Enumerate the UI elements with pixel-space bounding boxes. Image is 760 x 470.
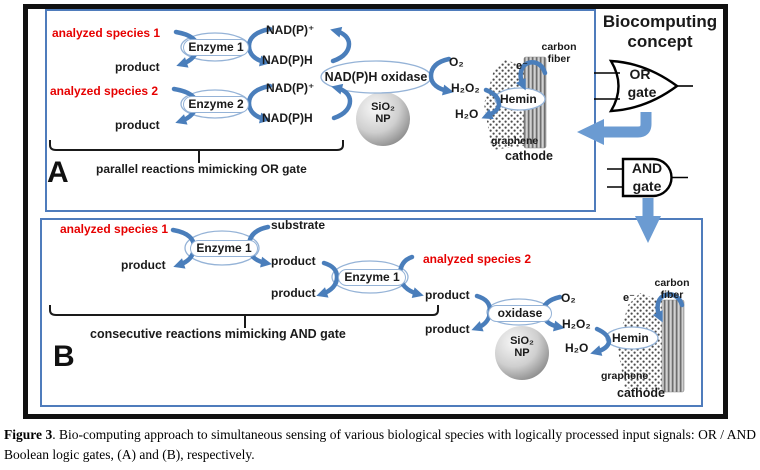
sio2-label-a: SiO₂ xyxy=(371,101,395,113)
product-label-b1: product xyxy=(121,258,166,272)
hemin-label-a: Hemin xyxy=(500,92,537,106)
analyzed-species-1-label-a: analyzed species 1 xyxy=(52,26,161,40)
panel-a-brace-caption: parallel reactions mimicking OR gate xyxy=(96,162,307,176)
panel-b-box xyxy=(40,218,703,407)
figure-caption: Figure 3. Bio-computing approach to simu… xyxy=(4,425,756,465)
o2-label-b: O₂ xyxy=(561,291,576,305)
and-gate-sublabel: gate xyxy=(632,178,662,194)
or-gate-label: OR xyxy=(629,66,651,82)
analyzed-species-1-label-b: analyzed species 1 xyxy=(60,222,169,236)
o2-label-a: O₂ xyxy=(449,55,464,69)
product-label-b2: product xyxy=(271,254,316,268)
graphene-label-a: graphene xyxy=(491,135,539,147)
nadph-oxidase-label: NAD(P)H oxidase xyxy=(324,70,428,84)
panel-a-letter: A xyxy=(47,156,69,189)
product-label-b4: product xyxy=(425,288,470,302)
electron-label-b: e⁻ xyxy=(623,292,635,304)
electron-label-a: e⁻ xyxy=(516,60,528,72)
enzyme-1b-label-b: Enzyme 1 xyxy=(338,269,406,286)
fiber-label-a: fiber xyxy=(547,53,571,65)
and-gate-label: AND xyxy=(631,160,663,176)
h2o2-label-a: H₂O₂ xyxy=(451,81,480,95)
h2o-label-b: H₂O xyxy=(565,341,589,355)
concept-title-line2: concept xyxy=(627,32,693,51)
nadph-label-1a: NAD(P)H xyxy=(262,53,313,67)
cathode-label-b: cathode xyxy=(617,386,665,400)
np-label-b: NP xyxy=(514,347,530,359)
hemin-label-b: Hemin xyxy=(612,331,649,345)
product-label-1a: product xyxy=(115,60,160,74)
carbon-label-b: carbon xyxy=(654,277,690,289)
carbon-label-a: carbon xyxy=(541,41,577,53)
concept-title-line1: Biocomputing xyxy=(602,12,718,31)
graphene-label-b: graphene xyxy=(601,370,649,382)
analyzed-species-2-label-b: analyzed species 2 xyxy=(423,252,532,266)
sio2-label-b: SiO₂ xyxy=(510,335,534,347)
product-label-2a: product xyxy=(115,118,160,132)
h2o-label-a: H₂O xyxy=(455,107,479,121)
product-label-b3: product xyxy=(271,286,316,300)
oxidase-label-b: oxidase xyxy=(488,305,552,322)
panel-a-box xyxy=(45,9,596,212)
figure-caption-text: . Bio-computing approach to simultaneous… xyxy=(4,427,757,462)
nadp-plus-label-2a: NAD(P)⁺ xyxy=(266,81,315,95)
analyzed-species-2-label-a: analyzed species 2 xyxy=(50,84,159,98)
h2o2-label-b: H₂O₂ xyxy=(562,317,591,331)
substrate-label-b: substrate xyxy=(271,218,326,232)
enzyme-1-label-a: Enzyme 1 xyxy=(183,39,249,56)
cathode-label-a: cathode xyxy=(505,149,553,163)
nadp-plus-label-1a: NAD(P)⁺ xyxy=(266,23,315,37)
np-label-a: NP xyxy=(375,113,391,125)
enzyme-1-label-b: Enzyme 1 xyxy=(190,240,258,257)
enzyme-2-label-a: Enzyme 2 xyxy=(183,96,249,113)
panel-b-brace-caption: consecutive reactions mimicking AND gate xyxy=(90,327,346,341)
product-label-b5: product xyxy=(425,322,470,336)
panel-b-letter: B xyxy=(53,340,75,373)
nadph-label-2a: NAD(P)H xyxy=(262,111,313,125)
fiber-label-b: fiber xyxy=(660,289,684,301)
or-gate-sublabel: gate xyxy=(627,84,657,100)
figure-caption-number: Figure 3 xyxy=(4,427,53,442)
